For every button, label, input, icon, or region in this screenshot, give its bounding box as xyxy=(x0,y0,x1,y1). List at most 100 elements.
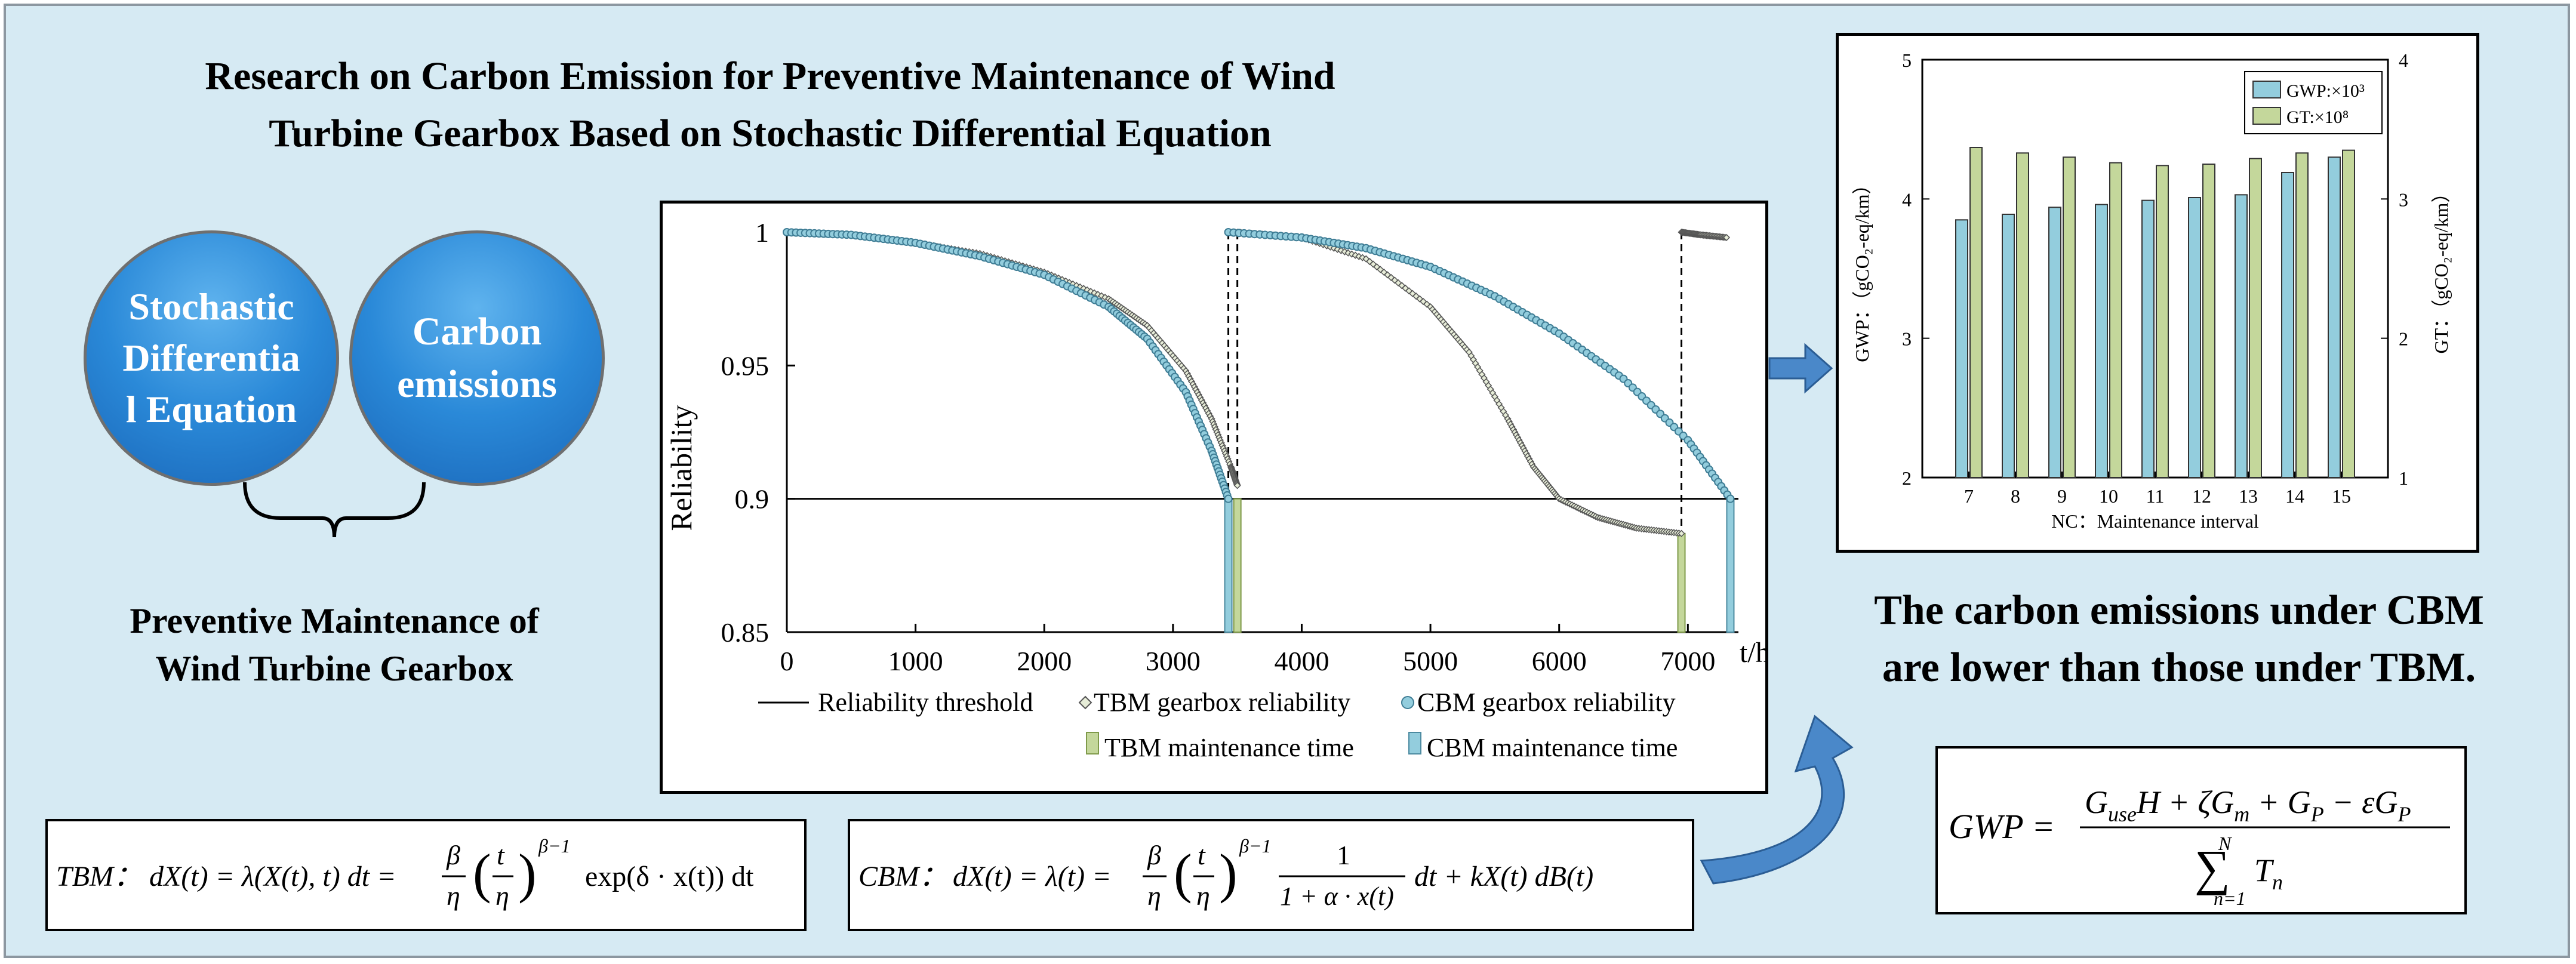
tbm-fraction-num: β xyxy=(446,840,460,870)
tbm-exponent: β−1 xyxy=(538,835,571,857)
tbm-marker xyxy=(1722,233,1731,241)
gwp-sum-upper: N xyxy=(2218,833,2232,854)
legend-gwp-label: GWP:×10³ xyxy=(2286,81,2365,101)
gt-bar xyxy=(2249,158,2262,478)
tbm-marker xyxy=(1348,250,1356,258)
preventive-line-1: Preventive Maintenance of xyxy=(130,601,539,640)
cbm-marker xyxy=(1224,494,1233,503)
curly-brace xyxy=(243,482,426,538)
cbm-one: 1 xyxy=(1337,840,1350,870)
tbm-marker xyxy=(1384,271,1392,279)
gt-bar xyxy=(2202,164,2215,478)
x-axis-label: t/h xyxy=(1740,637,1765,669)
title-line-2: Turbine Gearbox Based on Stochastic Diff… xyxy=(269,112,1272,155)
left-tick-label: 3 xyxy=(1902,328,1912,350)
cbm-eta: η xyxy=(1147,880,1161,911)
legend-gwp-swatch xyxy=(2252,81,2281,98)
x-tick-label: 6000 xyxy=(1532,646,1587,676)
gwp-sum-lower: n=1 xyxy=(2214,888,2246,909)
tbm-maintenance-bar xyxy=(1233,498,1242,633)
tbm-marker xyxy=(1391,276,1399,284)
y-tick-label: 1 xyxy=(755,217,769,248)
gwp-formula: GWP = GuseH + ζGm + GP − εGP ∑ N n=1 Tn xyxy=(1949,784,2450,909)
right-axis-label: GT：（gCO₂-eq/km） xyxy=(2430,184,2452,354)
title-line-1: Research on Carbon Emission for Preventi… xyxy=(205,54,1335,98)
y-tick-label: 0.9 xyxy=(735,484,770,515)
gwp-lhs: GWP = xyxy=(1949,807,2055,846)
sde-circle-label: Stochastic Differentia l Equation xyxy=(122,285,300,430)
reliability-chart-box: 1 0.95 0.9 0.85 0 1000 2000 3000 4000 5000 6000 700… xyxy=(660,201,1770,794)
gt-bar xyxy=(2156,165,2169,479)
gt-bar xyxy=(2063,156,2076,479)
left-axis-label: GWP：（gCO₂-eq/km） xyxy=(1851,175,1873,362)
tbm-marker xyxy=(1398,282,1406,289)
x-tick-label: 15 xyxy=(2332,485,2351,507)
legend-tbm-maint-swatch xyxy=(1086,732,1099,754)
gwp-bar xyxy=(2095,204,2108,478)
x-tick-label: 9 xyxy=(2057,485,2067,507)
gwp-formula-box: GWP = GuseH + ζGm + GP − εGP ∑ N n=1 Tn xyxy=(1935,746,2467,914)
gwp-bar xyxy=(2188,197,2201,478)
preventive-maintenance-label: Preventive Maintenance of Wind Turbine G… xyxy=(48,597,621,692)
x-tick-label: 5000 xyxy=(1403,646,1458,676)
gwp-bar xyxy=(2048,207,2061,478)
tbm-marker xyxy=(1233,482,1241,489)
tbm-marker xyxy=(1341,248,1349,255)
gwp-numerator: GuseH + ζGm + GP − εGP xyxy=(2085,784,2411,826)
x-tick-label: 0 xyxy=(780,646,794,676)
right-tick-label: 3 xyxy=(2399,189,2408,210)
cbm-maintenance-bar xyxy=(1726,498,1735,633)
right-tick-label: 2 xyxy=(2399,328,2408,350)
cbm-reliability-series xyxy=(783,228,1735,503)
y-tick-label: 0.95 xyxy=(721,350,770,381)
cbm-equation-lhs: dX(t) = λ(t) = xyxy=(953,861,1112,892)
sde-circle: Stochastic Differentia l Equation xyxy=(84,230,339,486)
tbm-marker xyxy=(1344,249,1352,257)
gwp-denominator: Tn xyxy=(2254,852,2283,894)
gwp-bar xyxy=(2141,199,2155,478)
cbm-exponent: β−1 xyxy=(1239,835,1272,857)
y-axis-label: Reliability xyxy=(664,405,698,531)
tbm-marker xyxy=(1402,284,1409,292)
gt-bar xyxy=(2342,149,2355,478)
legend-threshold-label: Reliability threshold xyxy=(818,688,1033,717)
x-tick-label: 7 xyxy=(1964,485,1974,507)
x-tick-label: 1000 xyxy=(888,646,943,676)
right-tick-label: 1 xyxy=(2399,467,2408,489)
tbm-formula-box: TBM： dX(t) = λ(X(t), t) dt = β η ( t η )… xyxy=(45,819,807,931)
tbm-marker xyxy=(1101,294,1109,301)
legend-gt-label: GT:×10⁸ xyxy=(2286,107,2349,127)
gwp-sum: ∑ xyxy=(2195,840,2230,896)
cbm-beta: β xyxy=(1147,840,1161,870)
emission-chart-box: 2 3 4 5 1 2 3 4 7 8 9 10 11 12 13 14 15 NC：Maintenance in… xyxy=(1836,33,2479,553)
y-tick-label: 0.85 xyxy=(721,617,770,648)
x-tick-label: 2000 xyxy=(1017,646,1072,676)
legend-tbm-label: TBM gearbox reliability xyxy=(1094,688,1350,717)
cbm-tail: dt + kX(t) dB(t) xyxy=(1414,861,1593,892)
x-axis-label: NC：Maintenance interval xyxy=(2051,510,2259,532)
tbm-marker xyxy=(1337,247,1345,254)
tbm-paren-open: ( xyxy=(473,843,491,904)
legend-tbm-maint-label: TBM maintenance time xyxy=(1104,733,1354,762)
tbm-eta: η xyxy=(495,880,509,911)
cbm-formula-box: CBM： dX(t) = λ(t) = β η ( t η ) β−1 1 1 … xyxy=(848,819,1694,931)
conclusion-line-1: The carbon emissions under CBM xyxy=(1874,587,2484,633)
page-title: Research on Carbon Emission for Preventi… xyxy=(72,48,1469,162)
gwp-bar xyxy=(2002,214,2015,478)
tbm-marker xyxy=(1387,273,1395,281)
legend-gt-swatch xyxy=(2252,107,2281,125)
cbm-eta-2: η xyxy=(1196,880,1210,911)
x-tick-label: 7000 xyxy=(1660,646,1715,676)
x-tick-label: 4000 xyxy=(1274,646,1329,676)
tbm-marker xyxy=(1334,245,1341,253)
tbm-marker xyxy=(1352,251,1359,259)
x-tick-label: 14 xyxy=(2285,485,2304,507)
cbm-t-num: t xyxy=(1198,840,1206,870)
tbm-exp: exp(δ · x(t)) dt xyxy=(585,861,754,892)
tbm-label: TBM： xyxy=(56,861,142,892)
preventive-line-2: Wind Turbine Gearbox xyxy=(155,649,513,688)
x-tick-label: 8 xyxy=(2011,485,2020,507)
x-tick-label: 13 xyxy=(2239,485,2258,507)
legend-tbm-swatch xyxy=(1078,695,1092,710)
